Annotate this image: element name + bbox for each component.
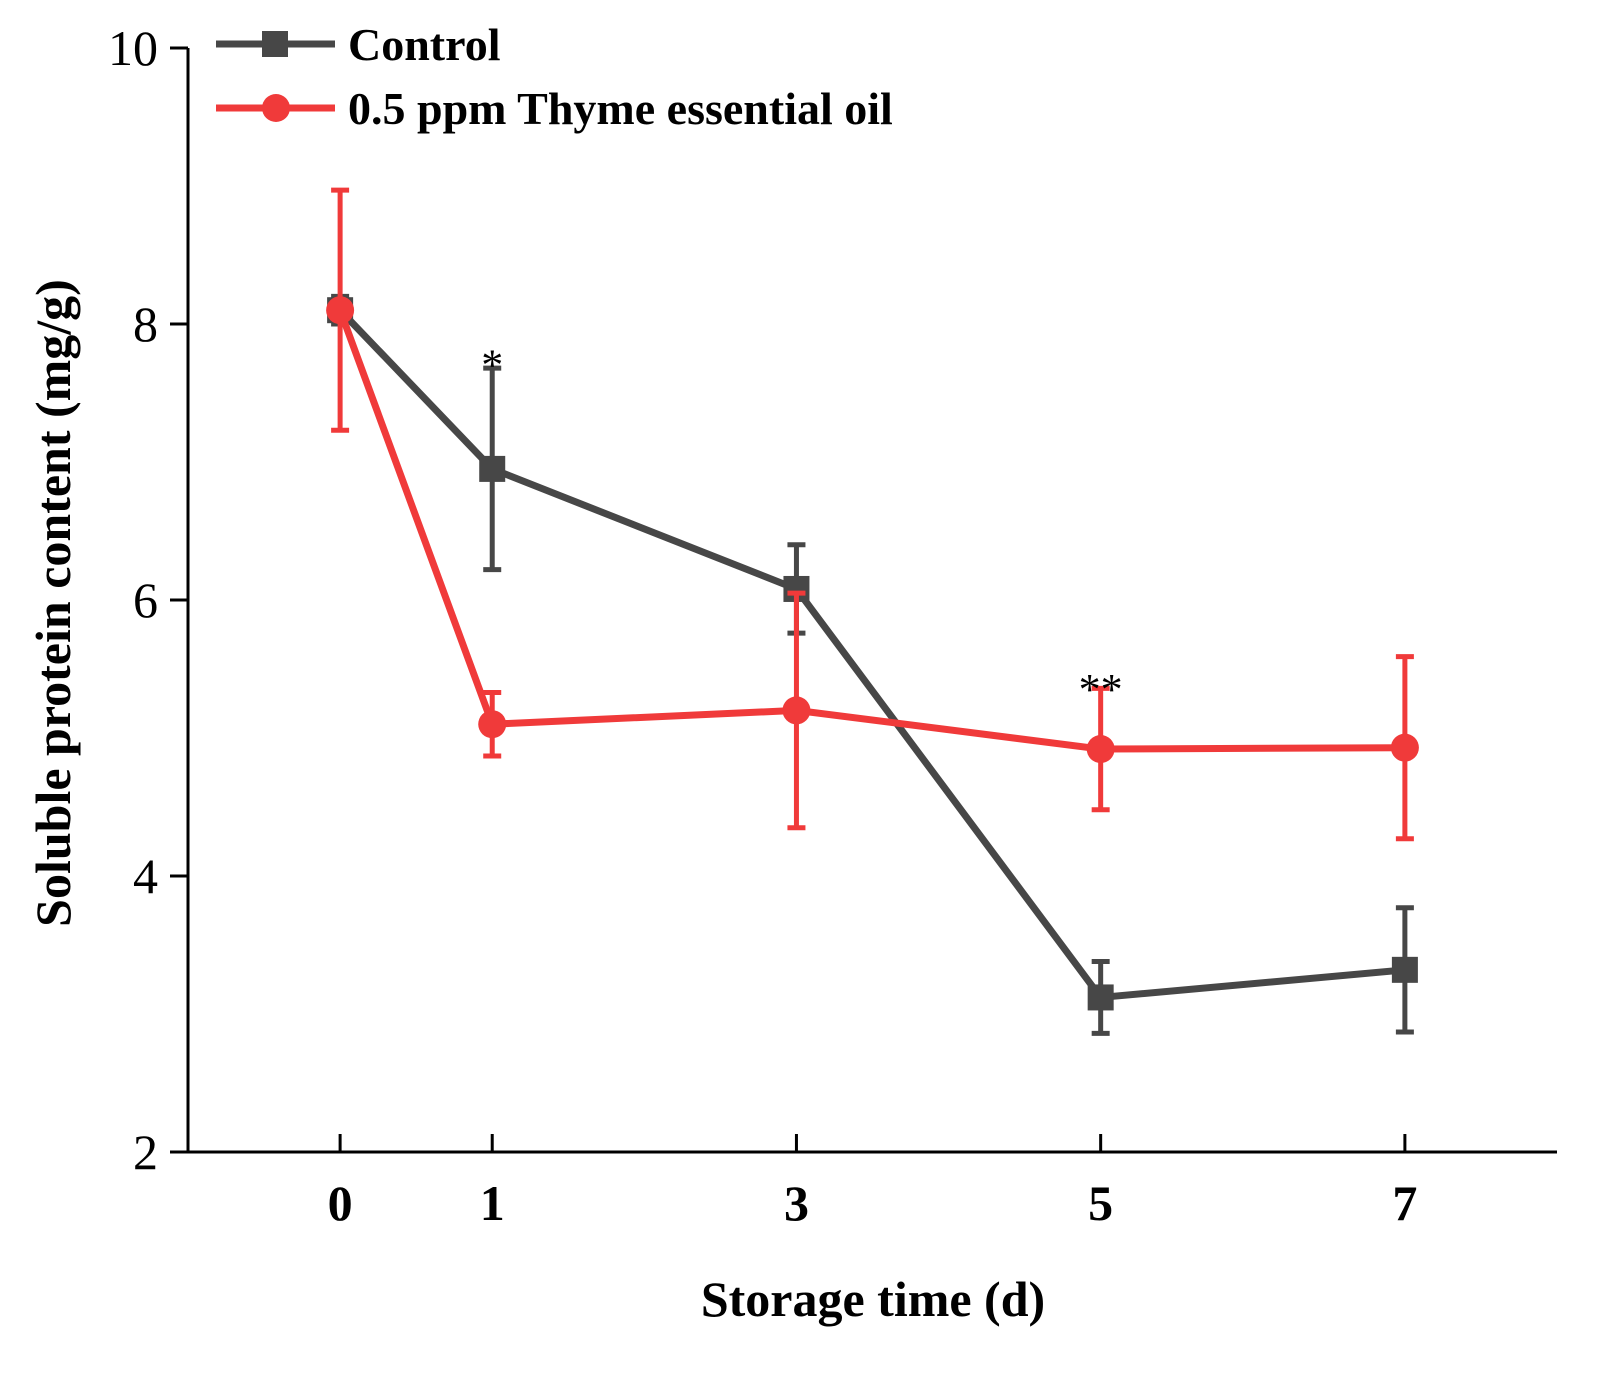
legend-item-0: Control [216, 19, 501, 70]
series-layer [326, 187, 1419, 1036]
data-point-0-3 [1087, 984, 1114, 1011]
data-point-0-4 [1391, 956, 1418, 983]
annotation-layer: *** [481, 341, 1122, 714]
legend-marker-1 [262, 94, 290, 122]
y-tick-label-8: 8 [133, 296, 158, 352]
y-tick-label-6: 6 [133, 572, 158, 628]
series-1 [326, 187, 1419, 842]
series-line-0 [337, 307, 1406, 1001]
legend: Control 0.5 ppm Thyme essential oil [216, 19, 893, 134]
significance-annotation-0: * [481, 341, 503, 390]
data-point-1-3 [1086, 735, 1115, 764]
data-point-1-1 [478, 710, 507, 739]
axes: 2 4 6 8 10 0 1 3 5 7 [108, 20, 1557, 1231]
y-tick-label-10: 10 [108, 20, 158, 76]
series-0 [327, 293, 1418, 1036]
y-tick-label-4: 4 [133, 848, 158, 904]
data-point-1-0 [326, 296, 355, 325]
legend-marker-0 [262, 31, 288, 57]
significance-annotation-1: ** [1079, 665, 1123, 714]
x-tick-label-0: 0 [328, 1175, 353, 1231]
y-tick-label-2: 2 [133, 1124, 158, 1180]
legend-label-1: 0.5 ppm Thyme essential oil [348, 83, 893, 134]
x-tick-label-7: 7 [1392, 1175, 1417, 1231]
legend-item-1: 0.5 ppm Thyme essential oil [216, 83, 893, 134]
legend-label-0: Control [348, 19, 501, 70]
data-point-0-1 [479, 455, 506, 482]
x-tick-label-1: 1 [480, 1175, 505, 1231]
x-tick-label-3: 3 [784, 1175, 809, 1231]
data-point-1-4 [1390, 733, 1419, 762]
data-point-1-2 [782, 696, 811, 725]
y-axis-title: Soluble protein content (mg/g) [25, 279, 81, 927]
x-tick-label-5: 5 [1088, 1175, 1113, 1231]
x-axis-title: Storage time (d) [701, 1271, 1045, 1327]
